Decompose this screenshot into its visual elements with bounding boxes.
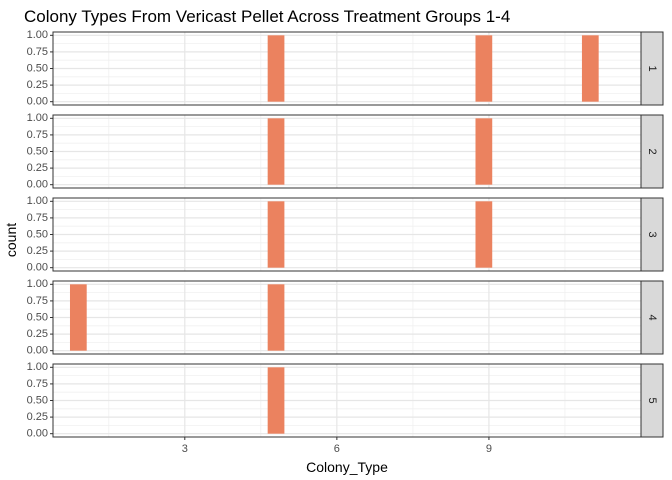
y-tick-label: 0.75 — [27, 378, 48, 390]
bar — [69, 284, 87, 351]
facet-panel: 3 0.00 0.25 0.50 0.75 1.00 — [27, 195, 664, 274]
bar — [267, 284, 285, 351]
facet-strip — [640, 363, 664, 438]
facet-strip — [640, 114, 664, 189]
facet-strip-label: 4 — [646, 314, 658, 320]
bar — [475, 118, 493, 185]
y-tick-label: 0.25 — [27, 245, 48, 257]
x-axis: 3 6 9 — [182, 437, 492, 455]
facet-panel: 2 0.00 0.25 0.50 0.75 1.00 — [27, 112, 664, 191]
bar — [267, 118, 285, 185]
y-tick-label: 0.25 — [27, 411, 48, 423]
y-tick-label: 0.75 — [27, 212, 48, 224]
facet-panels: 1 0.00 0.25 0.50 0.75 1.00 2 0.00 0.25 0.50 0.75 1.… — [27, 29, 664, 440]
y-tick-label: 1.00 — [27, 361, 48, 373]
y-tick-label: 0.50 — [27, 62, 48, 74]
facet-panel: 4 0.00 0.25 0.50 0.75 1.00 — [27, 278, 664, 357]
facet-strip — [640, 280, 664, 355]
y-tick-label: 0.50 — [27, 228, 48, 240]
y-tick-label: 0.00 — [27, 262, 48, 274]
facet-strip — [640, 31, 664, 106]
y-tick-label: 1.00 — [27, 195, 48, 207]
bar — [267, 35, 285, 102]
y-tick-label: 0.75 — [27, 129, 48, 141]
bar — [475, 35, 493, 102]
facet-panel: 1 0.00 0.25 0.50 0.75 1.00 — [27, 29, 664, 108]
facet-strip — [640, 197, 664, 272]
y-axis-title: count — [3, 223, 19, 257]
y-tick-label: 0.00 — [27, 179, 48, 191]
y-tick-label: 0.25 — [27, 328, 48, 340]
facet-strip-label: 1 — [646, 65, 658, 71]
y-tick-label: 0.75 — [27, 295, 48, 307]
x-axis-title: Colony_Type — [306, 459, 388, 475]
y-tick-label: 0.50 — [27, 394, 48, 406]
facet-strip-label: 3 — [646, 231, 658, 237]
y-tick-label: 0.00 — [27, 345, 48, 357]
y-tick-label: 0.00 — [27, 96, 48, 108]
y-tick-label: 0.25 — [27, 162, 48, 174]
x-tick-label: 9 — [486, 443, 492, 455]
chart-title: Colony Types From Vericast Pellet Across… — [24, 7, 510, 26]
x-tick-label: 3 — [182, 443, 188, 455]
y-tick-label: 1.00 — [27, 278, 48, 290]
y-tick-label: 1.00 — [27, 112, 48, 124]
y-tick-label: 0.00 — [27, 428, 48, 440]
y-tick-label: 0.50 — [27, 145, 48, 157]
y-tick-label: 1.00 — [27, 29, 48, 41]
bar — [475, 201, 493, 268]
facet-strip-label: 2 — [646, 148, 658, 154]
y-tick-label: 0.25 — [27, 79, 48, 91]
y-tick-label: 0.50 — [27, 311, 48, 323]
x-tick-label: 6 — [334, 443, 340, 455]
y-tick-label: 0.75 — [27, 46, 48, 58]
facet-panel: 5 0.00 0.25 0.50 0.75 1.00 — [27, 361, 664, 440]
bar — [267, 367, 285, 434]
bar — [581, 35, 599, 102]
bar — [267, 201, 285, 268]
facet-strip-label: 5 — [646, 397, 658, 403]
